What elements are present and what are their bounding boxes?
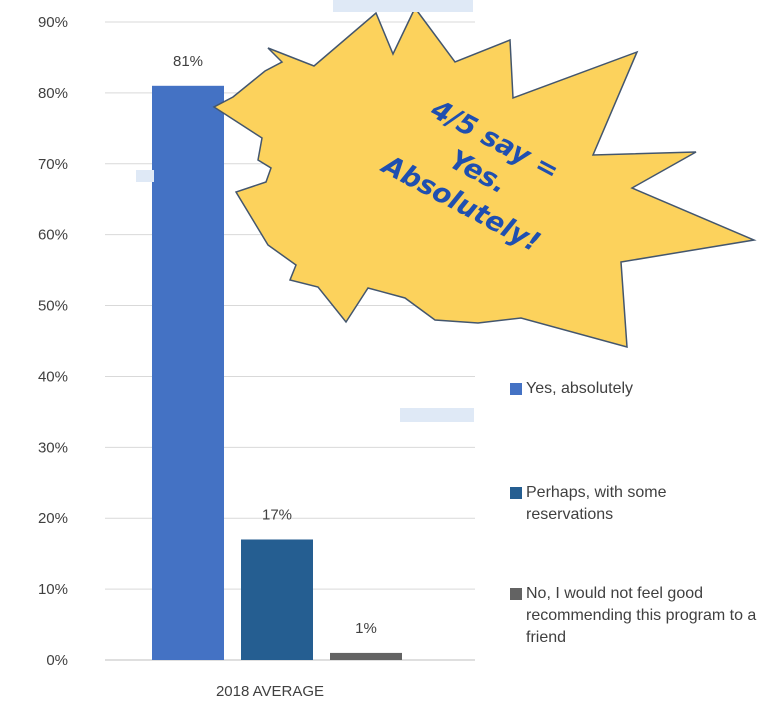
decorative-block [333,0,473,12]
decorative-block [400,408,474,422]
legend-item-perhaps: Perhaps, with some reservations [510,482,740,526]
decorative-block [136,170,154,182]
data-labels: 81% 17% 1% [173,53,377,637]
y-tick-label: 30% [38,439,68,456]
legend-swatch [510,487,522,499]
y-tick-label: 70% [38,156,68,173]
legend-label: Yes, absolutely [526,380,634,397]
y-tick-label: 20% [38,510,68,527]
y-tick-label: 10% [38,581,68,598]
legend-swatch [510,588,522,600]
legend-item-no: No, I would not feel good recommending t… [510,583,770,649]
legend-swatch [510,383,522,395]
y-tick-label: 80% [38,85,68,102]
bar-2 [330,652,402,660]
legend-label: Perhaps, with some reservations [526,484,667,523]
bars [152,85,402,661]
legend-item-yes: Yes, absolutely [510,378,770,400]
starburst-shape [212,6,757,349]
category-label: 2018 AVERAGE [216,683,324,700]
bar-1 [241,539,313,660]
data-label-0: 81% [173,53,203,70]
legend-label: No, I would not feel good recommending t… [526,585,757,646]
y-axis-ticks: 0% 10% 20% 30% 40% 50% 60% 70% 80% 90% [38,14,68,669]
data-label-1: 17% [262,506,292,523]
y-tick-label: 60% [38,227,68,244]
y-tick-label: 40% [38,368,68,385]
y-tick-label: 90% [38,14,68,31]
y-tick-label: 50% [38,298,68,315]
data-label-2: 1% [355,620,377,637]
y-tick-label: 0% [46,652,68,669]
bar-0 [152,85,224,661]
annotation-starburst: 4/5 say = Yes. Absolutely! [212,6,757,349]
